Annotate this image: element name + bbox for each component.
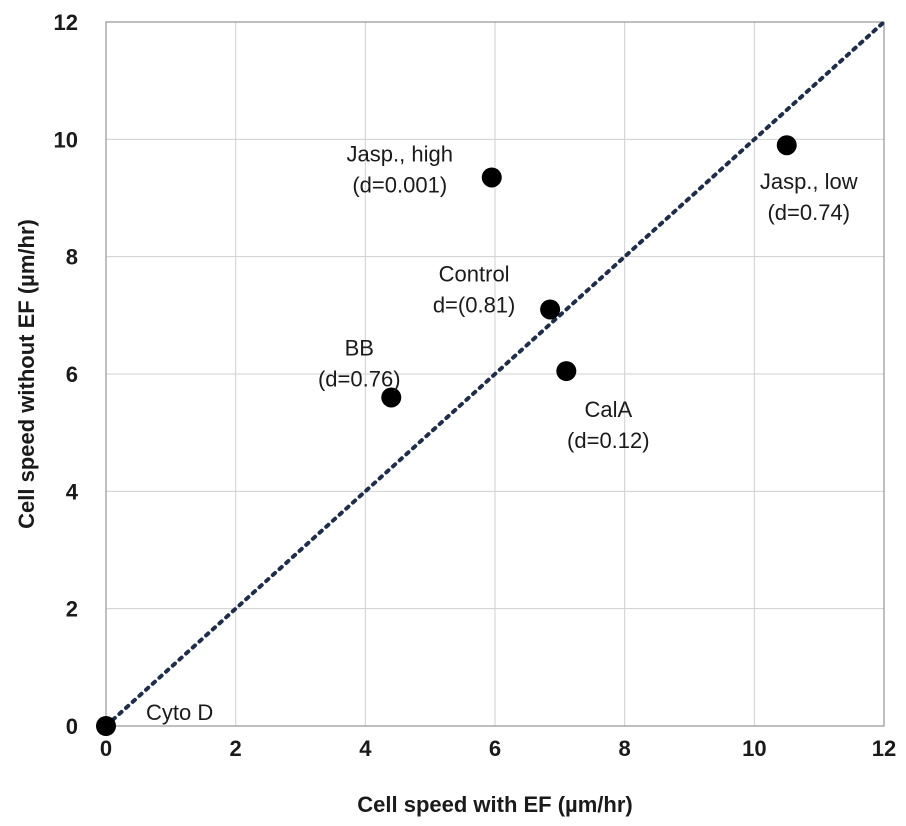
point-label: (d=0.001) xyxy=(352,172,447,197)
y-tick-label: 0 xyxy=(66,714,78,739)
x-axis-title: Cell speed with EF (µm/hr) xyxy=(357,792,632,817)
data-point xyxy=(556,361,577,382)
y-tick-label: 2 xyxy=(66,597,78,622)
y-axis-ticks: 0 2 4 6 8 10 12 xyxy=(54,10,79,739)
point-label: Control xyxy=(439,261,510,286)
x-tick-label: 2 xyxy=(230,736,242,761)
y-tick-label: 4 xyxy=(66,479,79,504)
point-label: BB xyxy=(345,335,374,360)
point-label: CalA xyxy=(584,397,632,422)
point-label: (d=0.76) xyxy=(318,366,401,391)
x-tick-label: 4 xyxy=(359,736,372,761)
y-axis-title: Cell speed without EF (µm/hr) xyxy=(14,219,39,529)
identity-reference-line xyxy=(104,20,886,728)
point-label: Jasp., high xyxy=(347,141,453,166)
x-tick-label: 6 xyxy=(489,736,501,761)
data-point xyxy=(540,299,561,320)
data-points xyxy=(96,135,797,736)
y-tick-label: 12 xyxy=(54,10,78,35)
y-tick-label: 8 xyxy=(66,245,78,270)
point-label: Jasp., low xyxy=(760,169,858,194)
point-label: (d=0.74) xyxy=(767,200,850,225)
x-tick-label: 12 xyxy=(872,736,896,761)
point-label: Cyto D xyxy=(146,700,213,725)
point-label: (d=0.12) xyxy=(567,428,650,453)
y-tick-label: 10 xyxy=(54,127,78,152)
x-tick-label: 8 xyxy=(619,736,631,761)
data-point xyxy=(776,135,797,156)
point-labels: Cyto D BB (d=0.76) Jasp., high (d=0.001) Cont… xyxy=(146,141,858,725)
x-tick-label: 0 xyxy=(100,736,112,761)
data-point xyxy=(481,167,502,188)
data-point xyxy=(96,716,116,736)
plot-area-frame xyxy=(105,21,885,727)
data-point xyxy=(381,387,402,408)
x-tick-label: 10 xyxy=(742,736,766,761)
point-label: d=(0.81) xyxy=(433,292,516,317)
y-tick-label: 6 xyxy=(66,362,78,387)
x-axis-ticks: 0 2 4 6 8 10 12 xyxy=(100,736,896,761)
